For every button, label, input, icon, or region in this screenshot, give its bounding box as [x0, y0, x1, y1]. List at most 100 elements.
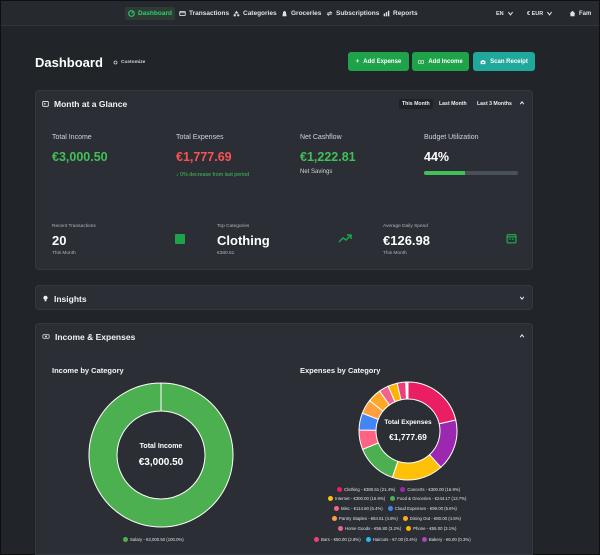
legend-label: Misc - €114.60 (6.4%) [341, 506, 383, 511]
donut-slice[interactable] [407, 381, 457, 425]
calendar-icon [42, 100, 49, 107]
add-income-button[interactable]: Add Income [412, 52, 469, 71]
month-at-a-glance-title: Month at a Glance [54, 98, 128, 109]
expense-legend-item[interactable]: Cloud Expenses - €99.00 (5.6%) [387, 506, 457, 511]
nav-dashboard[interactable]: Dashboard [125, 7, 175, 20]
nav-reports-label: Reports [393, 10, 418, 17]
expense-change-text: ↓ 0% decrease from last period [176, 172, 250, 178]
legend-swatch [390, 496, 396, 501]
transactions-icon [179, 10, 186, 17]
legend-swatch [421, 537, 427, 542]
recent-transactions-value: 20 [52, 233, 67, 248]
scan-receipt-button[interactable]: Scan Receipt [473, 52, 535, 71]
income-donut-chart [88, 382, 234, 528]
expense-legend-row: Clothing - €380.61 (21.4%) Concerts - €30… [337, 487, 460, 492]
total-income-value: €3,000.50 [52, 150, 108, 164]
total-income-label: Total Income [52, 134, 92, 141]
expense-legend-row: Home Goods - €56.80 (3.2%) Phone - €55.00… [338, 526, 456, 531]
legend-swatch [365, 537, 371, 542]
expense-legend-row: Pantry Staples - €84.51 (4.8%) Dining Out… [332, 516, 461, 521]
nav-subscriptions[interactable]: Subscriptions [323, 7, 382, 20]
chevron-up-icon[interactable] [519, 333, 525, 339]
nav-categories[interactable]: Categories [230, 7, 280, 20]
user-name: Fam [579, 10, 592, 17]
income-expenses-title: Income & Expenses [55, 331, 136, 342]
add-expense-button[interactable]: + Add Expense [348, 52, 409, 71]
legend-swatch [332, 516, 337, 521]
categories-icon [233, 10, 240, 17]
top-category-value: Clothing [217, 233, 270, 248]
language-value: EN [496, 10, 504, 17]
currency-select[interactable]: € EUR [524, 7, 556, 20]
nav-reports[interactable]: Reports [380, 7, 421, 20]
expense-legend-item[interactable]: Phone - €55.00 (3.1%) [406, 526, 456, 531]
receipt-icon [175, 234, 185, 244]
income-expenses-header[interactable]: Income & Expenses [36, 324, 532, 349]
home-icon [569, 10, 576, 17]
subscriptions-icon [326, 11, 333, 16]
plus-icon: + [355, 58, 360, 65]
reports-icon [383, 10, 390, 17]
insights-header[interactable]: Insights [36, 286, 532, 311]
nav-subscriptions-label: Subscriptions [336, 10, 380, 17]
legend-label: Concerts - €300.00 (16.9%) [407, 487, 461, 492]
chevron-down-icon [547, 11, 553, 16]
lightbulb-icon [43, 295, 48, 302]
expense-legend-item[interactable]: Home Goods - €56.80 (3.2%) [338, 526, 401, 531]
dashboard-icon [128, 10, 135, 17]
expense-legend-item[interactable]: Misc - €114.60 (6.4%) [334, 506, 383, 511]
range-last-month[interactable]: Last Month [439, 101, 467, 107]
expense-center-label: Total Expenses [384, 419, 432, 426]
gear-icon [113, 60, 118, 65]
language-select[interactable]: EN [493, 7, 517, 20]
legend-label: Clothing - €380.61 (21.4%) [344, 487, 396, 492]
groceries-icon [282, 11, 287, 17]
income-legend-item[interactable]: Salary - €3,000.50 (100.0%) [123, 537, 184, 542]
chevron-down-icon[interactable] [519, 295, 525, 301]
nav-categories-label: Categories [243, 10, 277, 17]
calendar-icon [506, 233, 517, 244]
money-icon [42, 334, 50, 339]
legend-label: Internet - €300.00 (16.9%) [335, 496, 386, 501]
legend-label: Bars - €50.00 (2.8%) [321, 537, 361, 542]
customize-button[interactable]: Customize [113, 60, 145, 65]
donut-slice[interactable] [88, 382, 234, 528]
expense-legend-item[interactable]: Dining Out - €80.00 (4.5%) [402, 516, 461, 521]
nav-groceries-label: Groceries [291, 10, 322, 17]
average-daily-spend-label: Average Daily Spend [383, 224, 428, 229]
expense-legend-item[interactable]: Food & Groceries - €244.17 (13.7%) [390, 496, 466, 501]
expense-legend-item[interactable]: Bakery - €6.00 (0.3%) [421, 537, 471, 542]
budget-utilization-value: 44% [424, 150, 450, 164]
currency-value: € EUR [527, 10, 544, 17]
top-navbar: Dashboard Transactions Categories Grocer… [1, 1, 599, 26]
nav-transactions[interactable]: Transactions [176, 7, 232, 20]
expense-legend-item[interactable]: Concerts - €300.00 (16.9%) [400, 487, 460, 492]
expense-legend-item[interactable]: Internet - €300.00 (16.9%) [328, 496, 385, 501]
donut-slice[interactable] [361, 442, 399, 479]
net-cashflow-value: €1,222.81 [300, 150, 356, 164]
month-at-a-glance-card: Month at a Glance [35, 90, 533, 270]
expense-legend-item[interactable]: Haircuts - €7.00 (0.4%) [365, 537, 417, 542]
insights-card: Insights [35, 285, 533, 310]
recent-transactions-sub: This Month [52, 251, 76, 256]
legend-label: Home Goods - €56.80 (3.2%) [345, 526, 402, 531]
donut-slice[interactable] [406, 381, 409, 400]
range-this-month[interactable]: This Month [399, 99, 433, 109]
recent-transactions-label: Recent Transactions [52, 224, 96, 229]
expense-legend-item[interactable]: Clothing - €380.61 (21.4%) [337, 487, 395, 492]
range-last-3-months[interactable]: Last 3 Months [477, 101, 512, 107]
nav-groceries[interactable]: Groceries [278, 7, 324, 20]
chevron-up-icon[interactable] [519, 100, 525, 106]
camera-icon [480, 59, 486, 64]
average-daily-spend-sub: This Month [383, 251, 407, 256]
legend-label: Phone - €55.00 (3.1%) [413, 526, 457, 531]
legend-label: Food & Groceries - €244.17 (13.7%) [397, 496, 467, 501]
expense-legend-item[interactable]: Bars - €50.00 (2.8%) [314, 537, 361, 542]
income-chart-title: Income by Category [52, 366, 124, 375]
month-at-a-glance-header[interactable]: Month at a Glance [36, 91, 532, 116]
user-menu[interactable]: Fam [566, 7, 594, 20]
trending-up-icon [338, 234, 352, 243]
expense-legend-item[interactable]: Pantry Staples - €84.51 (4.8%) [332, 516, 398, 521]
legend-label: Bakery - €6.00 (0.3%) [428, 537, 471, 542]
expense-legend-row: Internet - €300.00 (16.9%) Food & Groceri… [328, 496, 466, 501]
